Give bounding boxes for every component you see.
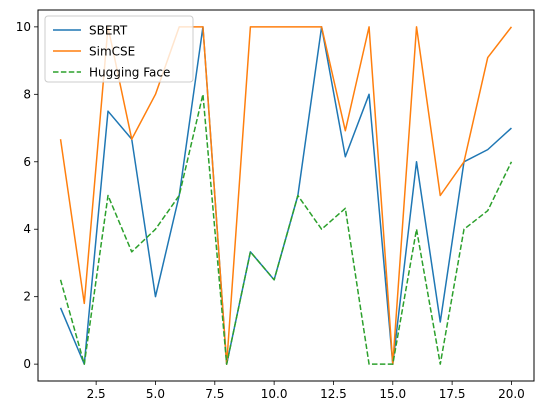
y-tick-label: 6 [23, 155, 31, 169]
series-line-2 [59, 93, 513, 365]
x-tick-label: 20.0 [498, 387, 525, 401]
y-tick-label: 8 [23, 87, 31, 101]
y-tick-label: 10 [16, 20, 31, 34]
legend-label: SimCSE [89, 45, 135, 59]
x-tick-label: 15.0 [379, 387, 406, 401]
x-tick-label: 5.0 [146, 387, 165, 401]
y-tick-label: 0 [23, 357, 31, 371]
x-axis-ticks: 2.5 5.0 7.5 10.0 12.5 15.0 17.5 20.0 [87, 381, 525, 401]
legend-box [44, 15, 194, 83]
x-tick-label: 2.5 [87, 387, 106, 401]
x-tick-label: 12.5 [320, 387, 347, 401]
legend-label: Hugging Face [89, 66, 170, 80]
legend-label: SBERT [89, 24, 128, 38]
series-line-1 [59, 26, 513, 365]
plot-lines [59, 26, 513, 365]
legend: SBERT SimCSE Hugging Face [44, 15, 194, 83]
x-tick-label: 7.5 [205, 387, 224, 401]
x-tick-label: 10.0 [261, 387, 288, 401]
y-tick-label: 2 [23, 290, 31, 304]
series-line-0 [59, 26, 512, 365]
y-tick-label: 4 [23, 222, 31, 236]
y-axis-ticks: 0 2 4 6 8 10 [16, 20, 38, 371]
x-tick-label: 17.5 [439, 387, 466, 401]
axes-frame [37, 9, 535, 382]
